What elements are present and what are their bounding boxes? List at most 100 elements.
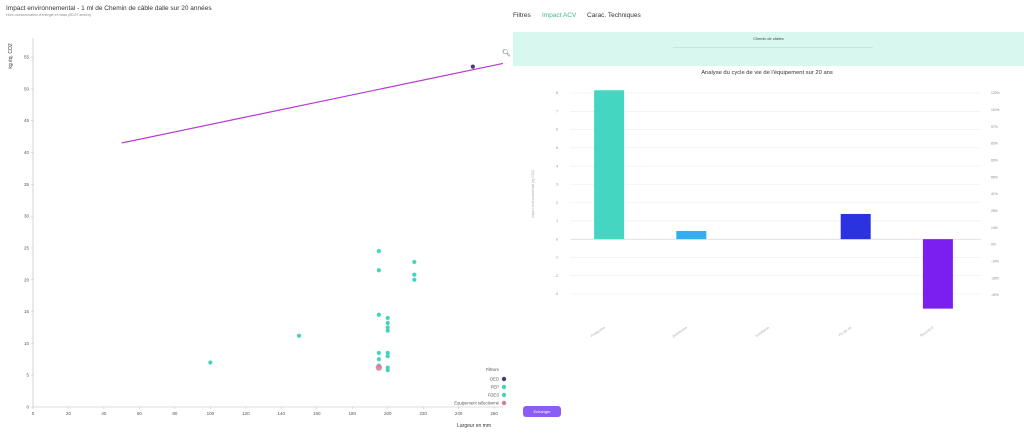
scatter-point <box>470 64 475 69</box>
scatter-point <box>376 249 381 254</box>
legend-label: PEP <box>491 385 500 390</box>
bar-y2-tick-label: -28% <box>991 276 999 280</box>
x-tick-label: 60 <box>137 411 143 416</box>
bar-category-label: Distribution <box>672 325 688 338</box>
bar-y-tick-label: 8 <box>556 91 558 95</box>
banner-divider <box>673 47 873 48</box>
bar <box>840 213 871 240</box>
scatter-point <box>385 350 390 356</box>
bar-y-tick-label: 5 <box>556 146 558 150</box>
x-tick-label: 220 <box>419 411 427 416</box>
y-tick-label: 25 <box>24 245 30 250</box>
bar-y-axis-label: Impact environnemental (kg CO2) <box>531 170 535 218</box>
scatter-point <box>412 277 417 282</box>
bar-y-tick-label: 6 <box>556 128 558 132</box>
legend-marker <box>501 384 507 390</box>
scatter-point <box>385 320 390 326</box>
bar-y2-tick-label: 83% <box>991 142 998 146</box>
bar-y2-tick-label: 14% <box>991 226 998 230</box>
bar-chart-title: Analyse du cycle de vie de l'équipement … <box>701 70 833 76</box>
bar-y-tick-label: 4 <box>556 164 558 168</box>
x-tick-label: 160 <box>313 411 321 416</box>
bar-y2-tick-label: 97% <box>991 125 998 129</box>
x-tick-label: 240 <box>455 411 463 416</box>
y-tick-label: 10 <box>24 341 30 346</box>
bar-y2-tick-label: 69% <box>991 159 998 163</box>
bar-y2-tick-label: -14% <box>991 260 999 264</box>
bar-y2-tick-label: 41% <box>991 192 998 196</box>
tab-filtres[interactable]: Filtres <box>513 12 531 19</box>
bar-y-tick-label: -2 <box>555 274 558 278</box>
legend-marker <box>501 376 507 382</box>
bar-y-tick-label: 1 <box>556 219 558 223</box>
legend-marker <box>501 392 507 398</box>
y-tick-label: 55 <box>24 55 30 60</box>
scatter-point <box>385 315 390 321</box>
scatter-point <box>376 312 381 317</box>
x-tick-label: 40 <box>101 411 107 416</box>
bar-category-label: Production <box>590 325 606 338</box>
y-tick-label: 15 <box>24 309 30 314</box>
scatter-point <box>376 268 381 273</box>
legend-marker <box>501 400 507 406</box>
bar-y-tick-label: -1 <box>555 256 558 260</box>
bar-y2-tick-label: 110% <box>991 108 999 112</box>
exchange-button[interactable]: Echanger <box>523 406 561 417</box>
bar <box>676 230 707 240</box>
y-tick-label: 30 <box>24 214 30 219</box>
scatter-point <box>296 333 302 338</box>
x-tick-label: 0 <box>32 411 35 416</box>
legend-label: DED <box>490 377 499 382</box>
equipment-banner: Chemin de câbles <box>513 32 1024 66</box>
bar-y2-tick-label: 28% <box>991 209 998 213</box>
bar-category-label: Recyclé D <box>920 325 935 337</box>
scatter-point <box>385 354 390 359</box>
legend-label: FDES <box>488 393 499 398</box>
y-tick-label: 40 <box>24 150 30 155</box>
x-tick-label: 20 <box>66 411 72 416</box>
scatter-point <box>412 272 417 277</box>
y-tick-label: 0 <box>26 405 29 410</box>
y-tick-label: 45 <box>24 118 30 123</box>
x-tick-label: 80 <box>172 411 178 416</box>
legend-label: Equipement sélectionné <box>454 401 499 406</box>
zoom-icon[interactable]: 🔍︎ <box>502 50 511 57</box>
scatter-point <box>385 325 390 330</box>
tab-carac-techniques[interactable]: Carac. Techniques <box>587 12 641 19</box>
y-tick-label: 5 <box>26 373 29 378</box>
scatter-chart: 0 5 10 15 20 25 30 35 40 45 50 55 0 20 40 60 80 100 120 140… <box>8 38 507 429</box>
y-tick-label: 50 <box>24 86 30 91</box>
bar-category-label: Fin de vie <box>838 325 852 337</box>
x-tick-label: 200 <box>384 411 392 416</box>
bar-y-tick-label: 0 <box>556 237 558 241</box>
bar-y-tick-label: 3 <box>556 183 558 187</box>
left-panel: Impact environnemental - 1 ml de Chemin … <box>0 0 511 435</box>
x-tick-label: 260 <box>490 411 498 416</box>
x-axis-label: Largeur en mm <box>457 423 491 429</box>
chart-subtitle: Hors consommation d'énergie et mass (80.… <box>6 13 92 17</box>
x-tick-label: 100 <box>207 411 215 416</box>
bar-category-label: Installation <box>754 325 770 338</box>
x-tick-label: 120 <box>242 411 250 416</box>
y-tick-label: 20 <box>24 277 30 282</box>
y-axis-label: kg éq. CO2 <box>8 43 14 69</box>
bar-y2-tick-label: 120% <box>991 91 1000 95</box>
bar-y2-tick-label: 0% <box>991 243 996 247</box>
x-tick-label: 140 <box>278 411 286 416</box>
tab-impact-acv[interactable]: Impact ACV <box>542 12 577 19</box>
chart-title: Impact environnemental - 1 ml de Chemin … <box>6 5 212 12</box>
scatter-point <box>208 360 213 365</box>
scatter-point <box>376 357 381 362</box>
legend-title: Filtrure <box>486 367 500 372</box>
bar-y2-tick-label: -40% <box>991 293 999 297</box>
bar <box>594 90 625 240</box>
bar-y2-tick-label: 55% <box>991 175 998 179</box>
right-panel: Filtres Impact ACV Carac. Techniques Che… <box>510 0 1024 435</box>
scatter-point <box>375 364 383 371</box>
scatter-point <box>412 259 417 265</box>
bar-y-tick-label: 7 <box>556 109 558 113</box>
bar <box>922 239 953 309</box>
x-tick-label: 180 <box>348 411 356 416</box>
y-tick-label: 35 <box>24 182 30 187</box>
scatter-point <box>376 350 381 356</box>
